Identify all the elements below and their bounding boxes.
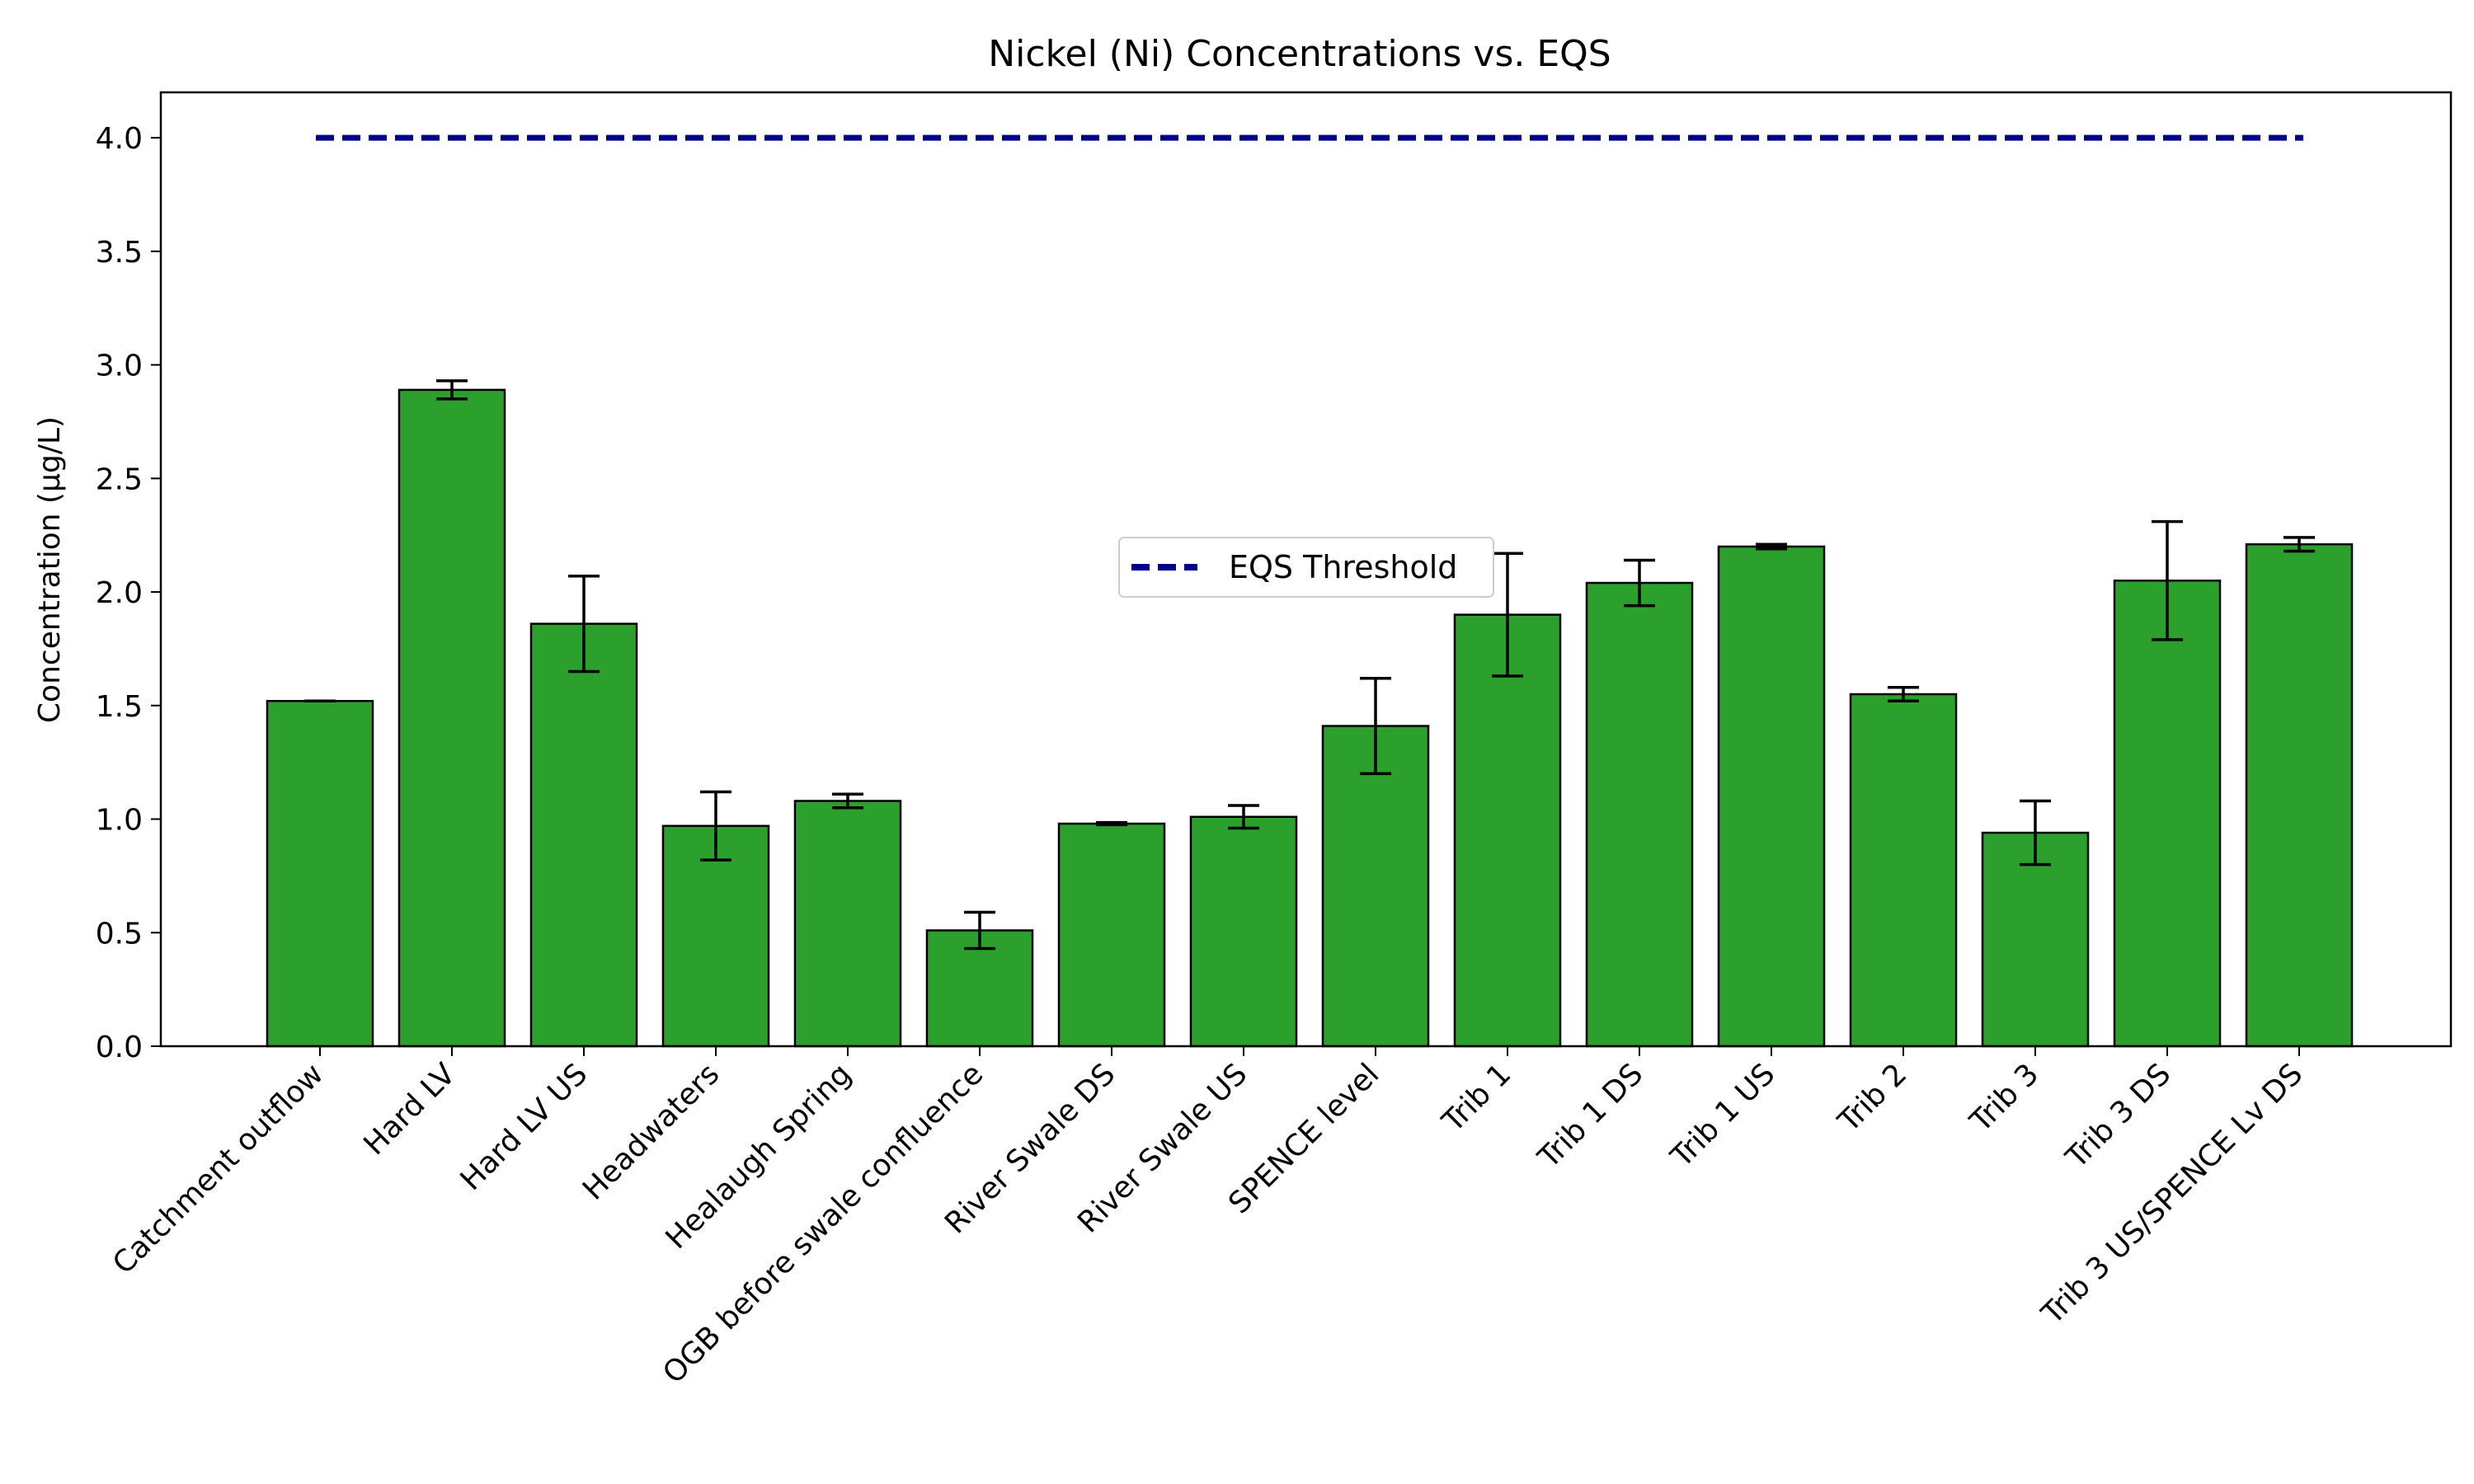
chart-title: Nickel (Ni) Concentrations vs. EQS — [988, 33, 1611, 75]
bar — [266, 700, 374, 1048]
bar — [1057, 822, 1166, 1048]
bar — [1189, 815, 1298, 1048]
bar — [397, 388, 506, 1048]
bar — [2113, 580, 2222, 1048]
bar — [1717, 545, 1826, 1048]
y-axis-label: Concentration (µg/L) — [33, 416, 67, 723]
bar — [529, 622, 638, 1048]
bar — [1453, 613, 1562, 1048]
bar — [661, 824, 770, 1048]
y-tick-label: 1.0 — [96, 804, 143, 838]
legend: EQS Threshold — [1118, 537, 1494, 598]
bar — [1981, 831, 2090, 1048]
bar — [2245, 542, 2354, 1048]
plot-frame — [159, 91, 2453, 1048]
y-tick-label: 2.0 — [96, 576, 143, 610]
y-tick-label: 3.5 — [96, 236, 143, 270]
legend-threshold-label: EQS Threshold — [1229, 549, 1457, 585]
legend-box — [1118, 537, 1494, 598]
y-tick-label: 3.0 — [96, 350, 143, 383]
bar — [1585, 581, 1694, 1048]
y-tick-label: 0.5 — [96, 917, 143, 951]
y-tick-label: 4.0 — [96, 122, 143, 156]
y-tick-label: 2.5 — [96, 463, 143, 496]
bar — [793, 800, 902, 1048]
bar — [1849, 693, 1958, 1048]
bar — [1321, 725, 1430, 1048]
y-tick-label: 0.0 — [96, 1031, 143, 1064]
y-tick-label: 1.5 — [96, 690, 143, 724]
